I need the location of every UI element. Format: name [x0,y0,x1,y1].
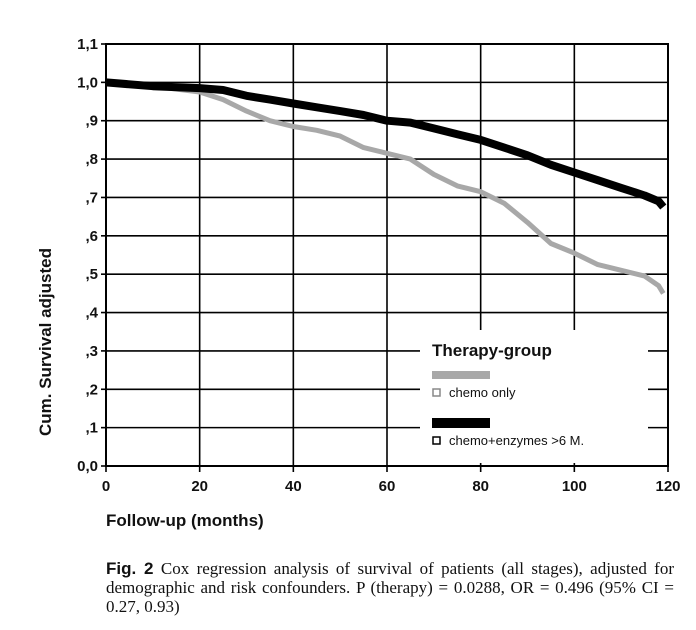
survival-chart: 0,0 ,1 ,2 ,3 ,4 ,5 ,6 ,7 ,8 ,9 1,0 1,1 0 20 40 60 80 100… [36,36,681,530]
legend-title: Therapy-group [432,341,552,360]
y-tick-label: ,9 [85,113,98,130]
series-line-chemo-only [105,79,666,295]
y-tick-label: 1,1 [77,36,98,53]
y-tick-label: ,1 [85,420,98,437]
series-lines [105,78,667,295]
x-tick-label: 60 [379,478,396,495]
plot-frame [105,43,669,467]
series-line-chemo-enzymes-6-m [105,78,667,210]
figure-caption: Fig. 2 Cox regression analysis of surviv… [106,559,674,616]
x-tick-label: 80 [472,478,489,495]
legend-swatch-chemo-only [432,371,490,379]
legend-label-chemo-enzymes: chemo+enzymes >6 M. [449,433,584,448]
legend-marker-chemo-only [432,388,441,397]
legend: Therapy-group chemo only chemo+enzymes >… [420,330,648,463]
x-tick-label: 100 [562,478,587,495]
y-tick-label: ,6 [85,228,98,245]
y-tick-label: ,5 [85,266,98,283]
y-tick-label: ,7 [85,189,98,206]
legend-marker-chemo-enzymes [432,436,441,445]
y-axis-ticks: 0,0 ,1 ,2 ,3 ,4 ,5 ,6 ,7 ,8 ,9 1,0 1,1 [77,36,106,475]
x-tick-label: 120 [655,478,680,495]
x-tick-label: 20 [191,478,208,495]
legend-swatch-chemo-enzymes [432,418,490,428]
y-tick-label: 0,0 [77,458,98,475]
figure-label: Fig. 2 [106,559,154,578]
legend-label-chemo-only: chemo only [449,385,516,400]
x-axis-title: Follow-up (months) [106,511,264,530]
y-axis-title: Cum. Survival adjusted [36,248,55,436]
y-tick-label: 1,0 [77,74,98,91]
x-tick-label: 0 [102,478,110,495]
y-tick-label: ,3 [85,343,98,360]
y-tick-label: ,2 [85,381,98,398]
x-axis-ticks: 0 20 40 60 80 100 120 [102,466,681,495]
legend-background [420,330,648,463]
y-tick-label: ,4 [85,305,98,322]
caption-text: Cox regression analysis of survival of p… [106,559,674,616]
y-tick-label: ,8 [85,151,98,168]
x-tick-label: 40 [285,478,302,495]
